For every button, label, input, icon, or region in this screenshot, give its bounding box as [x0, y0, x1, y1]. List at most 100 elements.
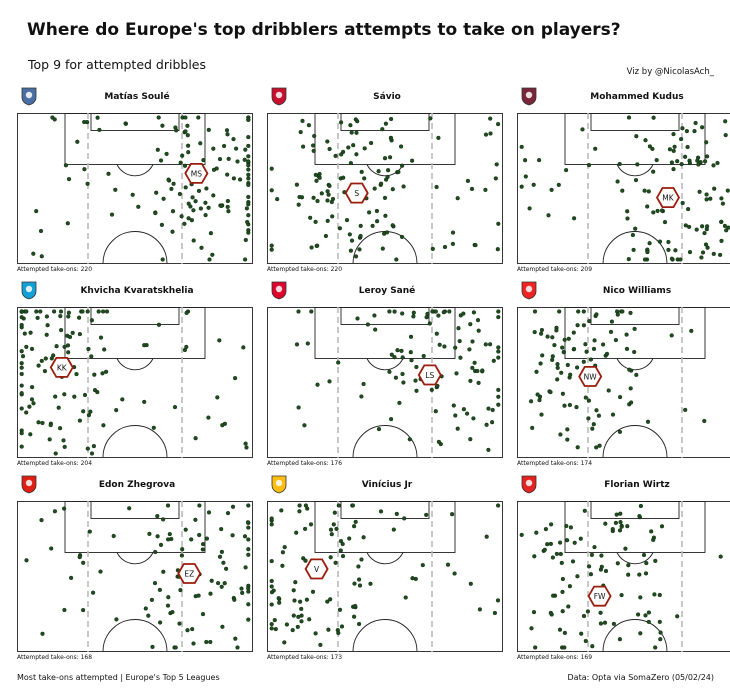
take-on-dot: [470, 339, 475, 344]
take-on-dot: [383, 177, 389, 182]
club-crest-icon: [271, 281, 287, 300]
take-on-dot: [562, 630, 567, 635]
take-on-dot: [719, 196, 724, 201]
take-on-dot: [637, 572, 642, 577]
average-position-hexagon: [587, 585, 612, 607]
take-on-dot: [632, 349, 637, 355]
take-on-dot: [53, 394, 58, 399]
take-on-dot: [550, 555, 555, 560]
take-on-dot: [613, 520, 618, 525]
take-on-dot: [337, 607, 343, 612]
take-on-dot: [35, 315, 40, 320]
take-on-dot: [269, 188, 274, 193]
take-on-dot: [29, 397, 35, 402]
take-on-dot: [467, 347, 472, 352]
take-on-dot: [161, 517, 166, 522]
take-on-dot: [61, 438, 66, 443]
take-on-dot: [704, 140, 709, 145]
take-on-dot: [153, 210, 158, 216]
take-on-dot: [626, 563, 631, 568]
take-on-dot: [471, 310, 476, 315]
take-on-dot: [310, 143, 316, 148]
take-on-dot: [246, 135, 251, 140]
take-on-dot: [354, 152, 359, 157]
take-on-dot: [217, 338, 222, 343]
centre-circle: [352, 231, 418, 264]
take-on-dot: [658, 637, 663, 642]
take-on-dot: [104, 309, 110, 314]
take-on-dot: [43, 356, 48, 361]
take-on-dot: [581, 613, 587, 619]
take-on-dot: [246, 194, 251, 200]
take-on-dot: [77, 418, 82, 423]
take-on-dot: [28, 330, 33, 335]
take-on-dot: [356, 621, 362, 627]
take-on-dot: [523, 174, 528, 179]
take-on-dot: [206, 205, 211, 210]
take-on-dot: [429, 387, 434, 392]
take-on-dot: [545, 334, 550, 339]
take-on-dot: [723, 133, 728, 138]
take-on-dot: [539, 327, 544, 333]
take-on-dot: [31, 401, 36, 406]
take-on-dot: [550, 354, 555, 359]
take-on-dot: [598, 610, 603, 615]
take-on-dot: [380, 246, 385, 251]
take-on-dot: [269, 243, 274, 248]
take-on-dot: [657, 239, 663, 244]
take-on-dot: [269, 584, 274, 589]
take-on-dot: [358, 223, 363, 228]
six-yard-box: [590, 113, 680, 131]
take-on-dot: [671, 148, 676, 153]
take-on-dot: [113, 187, 118, 192]
take-on-dot: [578, 536, 583, 541]
take-on-dot: [532, 554, 537, 559]
take-on-dot: [531, 609, 537, 615]
player-name: Mohammed Kudus: [590, 92, 684, 102]
take-on-dot: [204, 639, 209, 645]
take-on-dot: [543, 527, 548, 532]
take-on-dot: [583, 342, 588, 347]
take-on-dot: [556, 182, 561, 187]
take-on-dot: [723, 119, 728, 124]
penalty-arc: [116, 164, 154, 177]
take-on-dot: [392, 309, 397, 314]
take-on-dot: [650, 146, 655, 151]
take-on-dot: [291, 613, 296, 618]
take-on-dot: [555, 377, 560, 382]
take-on-dot: [272, 617, 277, 623]
take-on-dot: [204, 186, 209, 191]
take-on-dot: [390, 223, 395, 228]
take-on-dot: [153, 549, 158, 555]
centre-circle: [102, 619, 168, 652]
take-on-dot: [197, 532, 202, 538]
take-on-dot: [246, 213, 251, 218]
take-on-dot: [183, 129, 188, 134]
take-on-dot: [610, 527, 615, 532]
take-on-dot: [666, 239, 671, 245]
take-on-dot: [361, 381, 366, 387]
chart-subtitle: Top 9 for attempted dribbles: [28, 57, 207, 72]
take-on-dot: [68, 575, 74, 580]
take-on-dot: [74, 371, 79, 377]
take-on-dot: [597, 443, 602, 448]
take-on-dot: [633, 177, 639, 183]
take-on-dot: [58, 328, 64, 333]
take-on-dot: [631, 247, 636, 252]
take-on-dot: [649, 529, 654, 534]
take-on-dot: [161, 196, 166, 201]
take-on-dot: [411, 314, 416, 319]
take-on-dot: [22, 331, 27, 336]
take-on-dot: [158, 620, 163, 625]
take-on-dot: [653, 558, 658, 563]
take-on-dot: [400, 371, 405, 377]
take-on-dot: [166, 537, 171, 542]
take-on-dot: [208, 591, 213, 596]
take-on-dot: [246, 552, 251, 557]
take-on-dot: [171, 181, 176, 186]
pitch-scatter: MS: [17, 113, 253, 264]
take-on-dot: [686, 206, 691, 212]
take-on-dot: [19, 431, 24, 436]
take-on-dot: [392, 355, 397, 360]
take-on-dot: [626, 572, 631, 577]
